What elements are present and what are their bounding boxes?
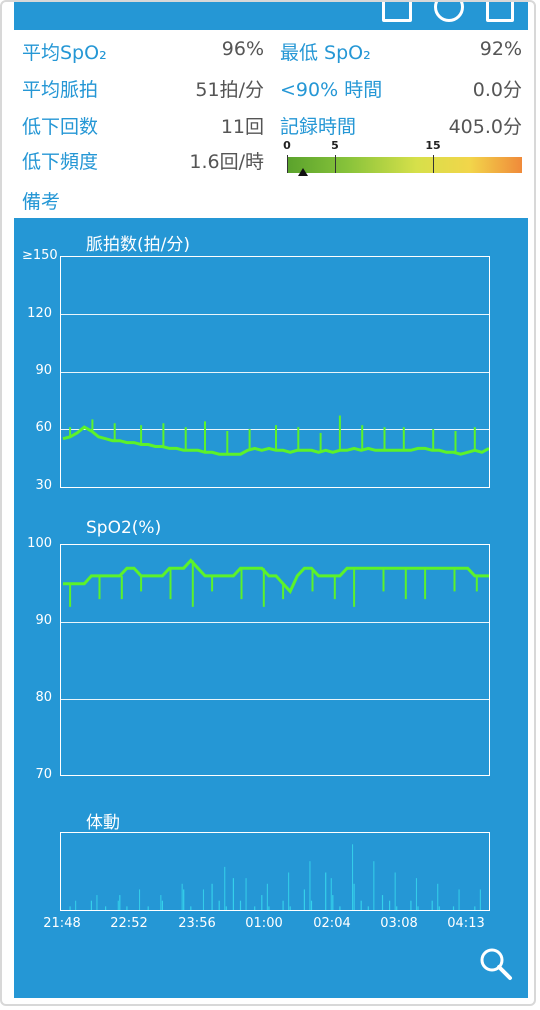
stats-row-4: 低下頻度 1.6回/時	[22, 147, 522, 181]
grid-line	[61, 372, 489, 373]
avg-spo2-value: 96%	[221, 38, 264, 60]
avg-pulse-label: 平均脈拍	[22, 79, 99, 101]
avg-spo2-label: 平均SpO₂	[22, 42, 107, 64]
x-axis-label: 22:52	[110, 916, 148, 931]
stats-row-1: 平均SpO₂ 96% 最低 SpO₂ 92%	[22, 38, 522, 72]
drop-count-label: 低下回数	[22, 116, 99, 138]
scale-tick-label: 15	[425, 139, 441, 152]
x-axis-label: 03:08	[380, 916, 418, 931]
spo2-chart-plot	[60, 544, 490, 776]
avg-pulse-value: 51拍/分	[195, 79, 264, 101]
scale-tick-label: 0	[283, 139, 291, 152]
note-label[interactable]: 備考	[22, 191, 61, 213]
spo2-y-tick: 100	[27, 536, 52, 551]
movement-chart-svg	[69, 844, 481, 910]
under-90-time-label: <90% 時間	[280, 79, 383, 101]
scale-tick	[287, 155, 288, 173]
pulse-y-tick: ≥150	[22, 248, 58, 263]
pulse-y-tick: 120	[27, 306, 52, 321]
calendar-icon[interactable]	[382, 2, 412, 22]
x-axis-label: 01:00	[245, 916, 283, 931]
zoom-search-button[interactable]	[478, 946, 514, 986]
drop-frequency-scale: 0 5 15	[283, 139, 522, 176]
scale-marker	[297, 168, 308, 176]
spo2-y-tick: 80	[35, 690, 52, 705]
x-axis-label: 02:04	[313, 916, 351, 931]
pulse-y-tick: 90	[35, 363, 52, 378]
grid-line	[61, 314, 489, 315]
drop-frequency-label: 低下頻度	[22, 151, 99, 173]
pulse-chart-title: 脈拍数(拍/分)	[86, 235, 190, 255]
drop-frequency-value: 1.6回/時	[189, 151, 264, 173]
search-icon	[480, 948, 512, 980]
pulse-chart-plot	[60, 256, 490, 488]
grid-line	[61, 622, 489, 623]
min-spo2-label: 最低 SpO₂	[280, 42, 371, 64]
scale-tick	[335, 155, 336, 173]
record-time-value: 405.0分	[448, 116, 522, 138]
series-line	[63, 558, 489, 595]
spo2-y-tick: 90	[35, 613, 52, 628]
stats-row-3: 低下回数 11回 記録時間 405.0分	[22, 112, 522, 146]
x-axis-label: 21:48	[43, 916, 81, 931]
pulse-chart-svg	[62, 415, 489, 456]
pulse-y-tick: 30	[35, 478, 52, 493]
info-icon[interactable]	[434, 2, 464, 22]
charts-panel: 脈拍数(拍/分) ≥150 120 90 60 30 SpO2(%) 100 9…	[14, 218, 528, 998]
stats-row-2: 平均脈拍 51拍/分 <90% 時間 0.0分	[22, 75, 522, 109]
record-time-label: 記録時間	[280, 116, 357, 138]
drop-count-value: 11回	[220, 116, 264, 138]
x-axis-label: 23:56	[178, 916, 216, 931]
scale-tick	[433, 155, 434, 173]
share-icon[interactable]	[486, 2, 514, 22]
spo2-chart-svg	[63, 558, 489, 607]
under-90-time-value: 0.0分	[472, 79, 522, 101]
movement-chart-title: 体動	[86, 813, 120, 833]
movement-chart-plot	[60, 832, 490, 911]
pulse-y-tick: 60	[35, 420, 52, 435]
spo2-y-tick: 70	[35, 767, 52, 782]
spo2-chart-title: SpO2(%)	[86, 518, 162, 538]
x-axis-label: 04:13	[447, 916, 485, 931]
grid-line	[61, 699, 489, 700]
top-toolbar	[14, 2, 528, 30]
min-spo2-value: 92%	[479, 38, 522, 60]
scale-tick-label: 5	[331, 139, 339, 152]
